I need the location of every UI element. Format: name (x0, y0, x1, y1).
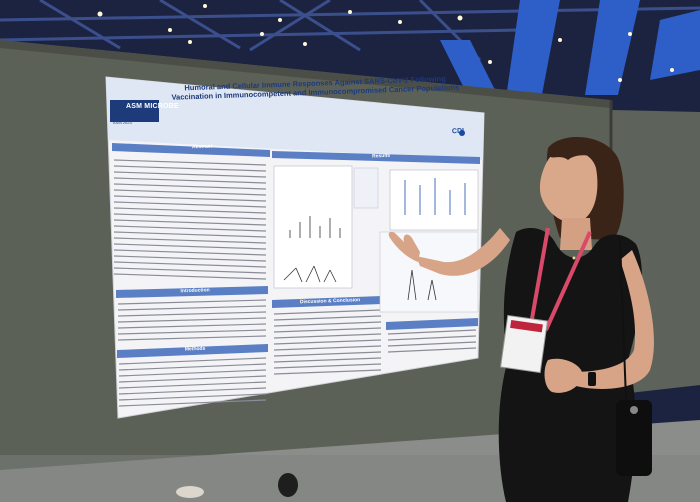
discussion-bar (272, 296, 383, 308)
ceiling-lights (97, 4, 674, 82)
results-figure-left-marks (283, 216, 341, 283)
visitor-shoe-2 (176, 486, 204, 498)
presenter-left-arm (572, 250, 654, 389)
shoulder-bag (616, 400, 652, 476)
lanyard-left (528, 227, 550, 331)
results-figure-left (273, 165, 353, 289)
cdi-logo-icon (459, 130, 465, 136)
abstract-text-block (113, 159, 267, 280)
bag-strap (619, 239, 627, 401)
introduction-text-block (117, 299, 267, 341)
wristwatch (588, 372, 596, 386)
badge-header (510, 319, 543, 333)
results-figure-bottom-marks (407, 269, 437, 301)
presenter-pointing-arm (416, 228, 510, 276)
necklace-pendant (572, 256, 576, 260)
acknowledgement-text-block (387, 329, 477, 353)
cdi-logo: CDI (451, 127, 465, 136)
introduction-bar (116, 286, 268, 298)
methods-text-block (118, 357, 267, 407)
lanyard-right (544, 231, 592, 331)
asm-logo: ASM MICROBE (126, 103, 179, 110)
presenter-left-hand (544, 358, 583, 393)
asm-logo-subtext: ASM 2023 (113, 120, 132, 125)
presenter-face (539, 150, 598, 223)
results-bar (272, 151, 480, 164)
presenter-hand (388, 231, 420, 262)
visitor-shoe (278, 473, 298, 497)
bag-clasp (630, 406, 638, 414)
results-figure-right-marks (404, 178, 466, 215)
acknowledgement-bar (386, 318, 478, 330)
abstract-bar (112, 143, 270, 157)
methods-bar (117, 344, 268, 358)
poster-title-band (106, 77, 484, 160)
asm-logo-box (110, 100, 159, 122)
presenter (388, 137, 654, 502)
results-legend-box (353, 167, 379, 209)
board-top-edge (0, 40, 610, 108)
discussion-text-block (273, 309, 382, 375)
steel-columns (440, 0, 700, 105)
